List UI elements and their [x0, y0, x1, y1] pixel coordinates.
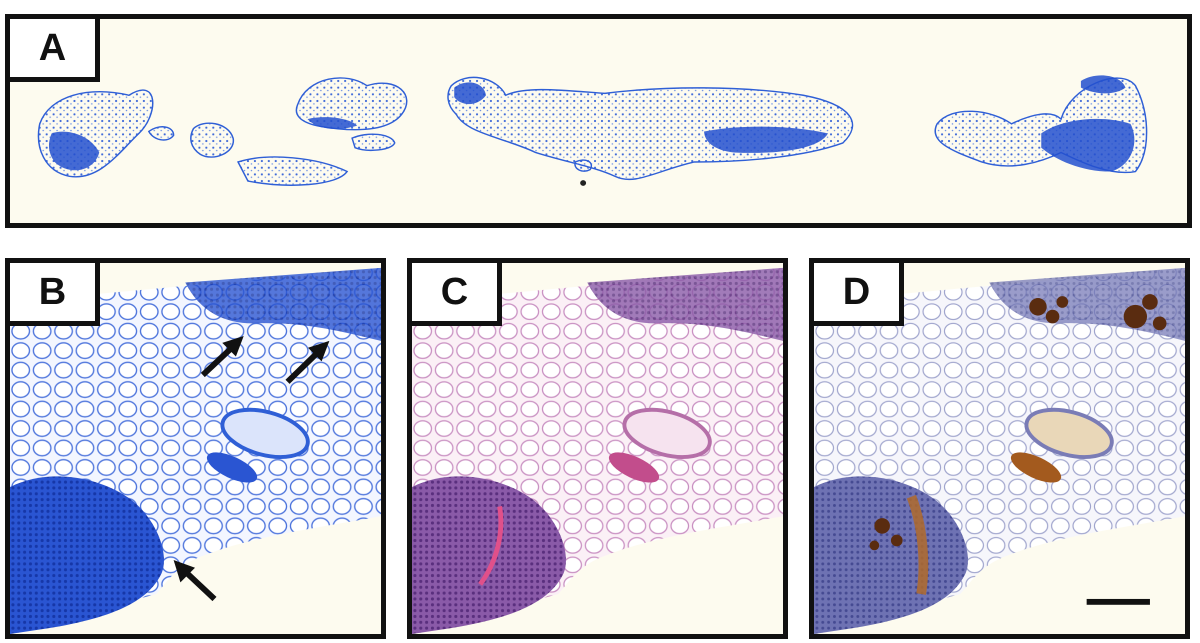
- panel-d-brown-stain: D: [809, 258, 1190, 639]
- scale-bar: [1086, 598, 1150, 605]
- panel-a-label: A: [10, 19, 100, 82]
- panel-d-tissue-image: [814, 263, 1185, 634]
- panel-a-tissue-image: [10, 19, 1187, 223]
- panel-b-label: B: [10, 263, 100, 326]
- panel-c-label: C: [412, 263, 502, 326]
- panel-a-overview: A: [5, 14, 1192, 228]
- panel-b-blue-stain: B: [5, 258, 386, 639]
- panel-c-he-stain: C: [407, 258, 788, 639]
- panel-d-label: D: [814, 263, 904, 326]
- panel-c-tissue-image: [412, 263, 783, 634]
- arrow-group: [173, 336, 330, 602]
